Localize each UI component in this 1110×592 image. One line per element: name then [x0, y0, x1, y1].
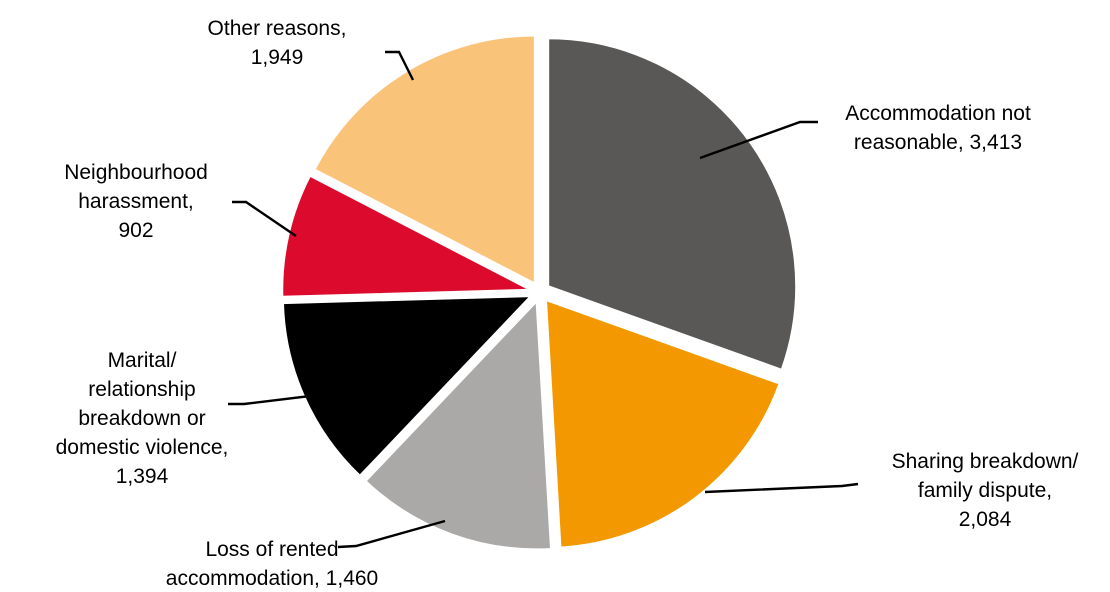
slice-label-accommodation-not-reasonable: Accommodation not reasonable, 3,413	[845, 102, 1031, 154]
slice-label-line: accommodation, 1,460	[166, 567, 378, 590]
pie-slices	[281, 34, 798, 551]
slice-label-line: 1,949	[251, 46, 304, 69]
slice-label-other-reasons: Other reasons, 1,949	[208, 17, 347, 69]
slice-label-line: family dispute,	[918, 479, 1052, 502]
slice-label-line: Marital/	[108, 349, 177, 372]
leader-line-other-reasons	[385, 50, 415, 81]
leader-line-marital-relationship-breakdown-or-domestic-violence	[228, 391, 336, 406]
slice-label-line: domestic violence,	[56, 436, 229, 459]
leader-line-accommodation-not-reasonable	[699, 120, 818, 160]
slice-label-loss-of-rented-accommodation: Loss of rented accommodation, 1,460	[166, 538, 378, 590]
pie-slice-other-reasons	[313, 34, 536, 286]
slice-label-line: 1,394	[116, 465, 169, 488]
leader-lines	[228, 50, 859, 549]
slice-label-line: relationship	[88, 378, 195, 401]
leader-line-neighbourhood-harassment	[232, 200, 297, 237]
slice-label-line: breakdown or	[78, 407, 205, 430]
slice-label-line: Other reasons,	[208, 17, 347, 40]
slice-label-line: Accommodation not	[845, 102, 1031, 125]
leader-line-loss-of-rented-accommodation	[337, 519, 446, 549]
leader-line-sharing-breakdown-family-dispute	[704, 482, 859, 494]
slice-label-line: Sharing breakdown/	[892, 450, 1079, 473]
slice-label-line: harassment,	[78, 190, 194, 213]
slice-label-line: 2,084	[959, 508, 1012, 531]
slice-label-neighbourhood-harassment: Neighbourhood harassment, 902	[64, 161, 208, 242]
pie-slice-neighbourhood-harassment	[281, 174, 535, 298]
pie-slice-sharing-breakdown-family-dispute	[544, 298, 781, 549]
pie-slice-accommodation-not-reasonable	[547, 37, 798, 372]
pie-slice-loss-of-rented-accommodation	[364, 299, 553, 551]
slice-label-line: 902	[118, 219, 153, 242]
slice-label-line: Neighbourhood	[64, 161, 208, 184]
slice-label-marital-relationship-breakdown-or-domestic-violence: Marital/relationship breakdown or domestic…	[56, 349, 229, 488]
slice-label-line: reasonable, 3,413	[854, 131, 1022, 154]
slice-labels: Accommodation not reasonable, 3,413 Sharin…	[56, 17, 1079, 590]
slice-label-sharing-breakdown-family-dispute: Sharing breakdown/family dispute, 2,084	[892, 450, 1079, 531]
slice-label-line: Loss of rented	[205, 538, 338, 561]
